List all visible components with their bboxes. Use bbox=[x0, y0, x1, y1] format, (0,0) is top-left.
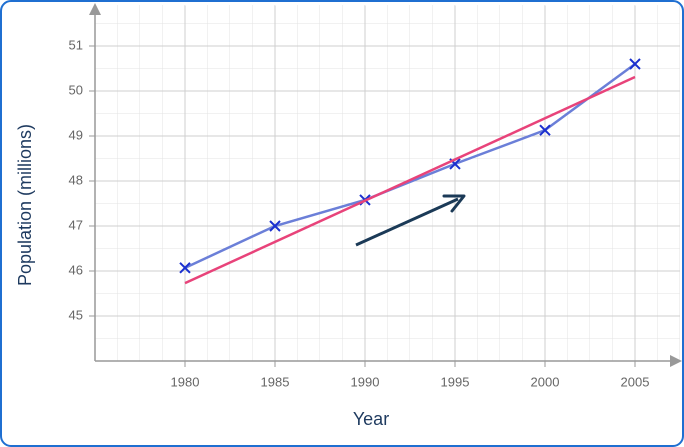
y-axis-arrow bbox=[89, 3, 101, 15]
line bbox=[184, 75, 636, 285]
y-tick-label: 48 bbox=[69, 172, 83, 187]
point-marker bbox=[269, 220, 281, 232]
y-tick-label: 51 bbox=[69, 37, 83, 52]
minor-grid bbox=[95, 5, 680, 361]
y-tick-label: 47 bbox=[69, 217, 83, 232]
x-tick-label: 1995 bbox=[441, 374, 470, 389]
line bbox=[184, 62, 636, 269]
x-axis-label: Year bbox=[353, 409, 389, 429]
point-marker bbox=[629, 58, 641, 70]
x-tick-label: 1980 bbox=[171, 374, 200, 389]
y-tick-label: 49 bbox=[69, 127, 83, 142]
marks-layer bbox=[179, 58, 641, 285]
trend-arrow bbox=[355, 194, 466, 247]
x-tick-label: 1985 bbox=[261, 374, 290, 389]
x-axis-arrow bbox=[670, 355, 682, 367]
point-marker bbox=[539, 124, 551, 136]
y-tick-label: 50 bbox=[69, 82, 83, 97]
y-tick-label: 46 bbox=[69, 262, 83, 277]
point-marker bbox=[179, 262, 191, 274]
y-tick-label: 45 bbox=[69, 307, 83, 322]
grid-layer bbox=[89, 5, 680, 367]
y-axis-label: Population (millions) bbox=[15, 124, 35, 286]
x-tick-label: 2000 bbox=[531, 374, 560, 389]
x-tick-label: 2005 bbox=[621, 374, 650, 389]
x-tick-label: 1990 bbox=[351, 374, 380, 389]
